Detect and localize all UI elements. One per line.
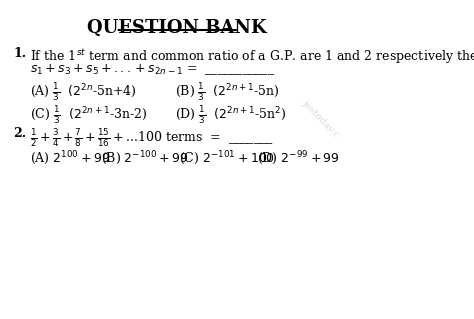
Text: $\frac{1}{2}+\frac{3}{4}+\frac{7}{8}+\frac{15}{16}+$...100 terms  =  _______: $\frac{1}{2}+\frac{3}{4}+\frac{7}{8}+\fr… (30, 127, 274, 149)
Text: (C) $\frac{1}{3}$  $(2^{2n+1}$-3n-2): (C) $\frac{1}{3}$ $(2^{2n+1}$-3n-2) (30, 104, 147, 126)
Text: (A) $\frac{1}{3}$  $(2^{2n}$-5n+4): (A) $\frac{1}{3}$ $(2^{2n}$-5n+4) (30, 81, 137, 103)
Text: (C) $2^{-101}+100$: (C) $2^{-101}+100$ (179, 149, 275, 167)
Text: If the 1$^{st}$ term and common ratio of a G.P. are 1 and 2 respectively then: If the 1$^{st}$ term and common ratio of… (30, 47, 474, 66)
Text: (A) $2^{100}+99$: (A) $2^{100}+99$ (30, 149, 110, 167)
Text: (B) $\frac{1}{3}$  $(2^{2n+1}$-5n): (B) $\frac{1}{3}$ $(2^{2n+1}$-5n) (175, 81, 280, 103)
Text: (B) $2^{-100}+99$: (B) $2^{-100}+99$ (101, 149, 189, 167)
Text: 2.: 2. (13, 127, 27, 140)
Text: (D) $2^{-99}+99$: (D) $2^{-99}+99$ (257, 149, 340, 167)
Text: QUESTION BANK: QUESTION BANK (87, 19, 267, 37)
Text: (D) $\frac{1}{3}$  $(2^{2n+1}$-5n$^2$): (D) $\frac{1}{3}$ $(2^{2n+1}$-5n$^2$) (175, 104, 287, 126)
Text: $s_1 + s_3 + s_5 +...+ s_{2n-1}$ =  ___________: $s_1 + s_3 + s_5 +...+ s_{2n-1}$ = _____… (30, 62, 275, 77)
Text: 1.: 1. (13, 47, 27, 60)
Text: jestoday.c: jestoday.c (301, 99, 341, 139)
